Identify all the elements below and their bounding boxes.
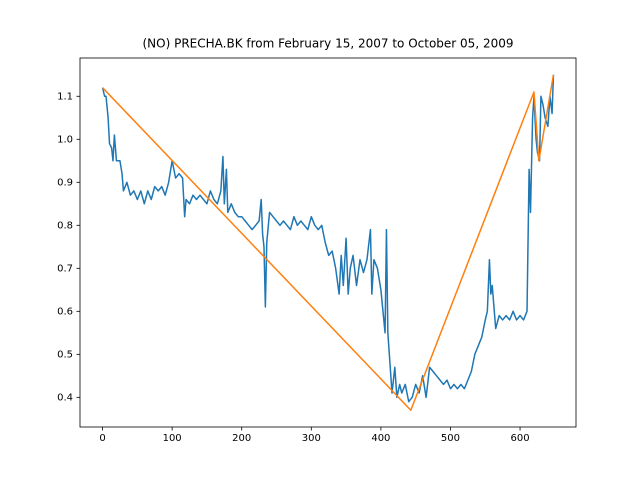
x-tick-label: 600	[511, 433, 530, 444]
x-tick-label: 500	[441, 433, 460, 444]
line-series	[101, 74, 555, 403]
line-series	[102, 74, 555, 411]
x-tick-label: 400	[371, 433, 390, 444]
plot-frame	[79, 57, 577, 428]
y-tick-label: 0.9	[57, 177, 73, 188]
y-tick-label: 1.0	[57, 134, 73, 145]
y-tick-label: 0.5	[57, 349, 73, 360]
y-tick-label: 0.4	[57, 392, 73, 403]
x-tick-label: 200	[232, 433, 251, 444]
y-tick-label: 0.6	[57, 306, 73, 317]
x-tick-label: 300	[302, 433, 321, 444]
y-tick-label: 1.1	[57, 91, 73, 102]
y-tick-label: 0.7	[57, 263, 73, 274]
y-tick-label: 0.8	[57, 220, 73, 231]
chart-title: (NO) PRECHA.BK from February 15, 2007 to…	[142, 37, 513, 51]
x-tick-label: 0	[99, 433, 105, 444]
x-tick-label: 100	[163, 433, 182, 444]
